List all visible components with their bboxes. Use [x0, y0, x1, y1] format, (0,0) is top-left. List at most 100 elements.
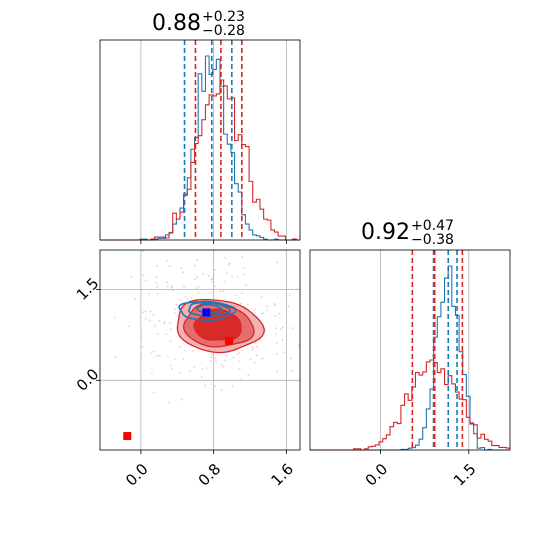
joint-sample-point	[150, 352, 152, 355]
joint-sample-point	[183, 285, 185, 288]
joint-sample-point	[157, 333, 159, 336]
joint-sample-point	[156, 286, 159, 288]
joint-sample-point	[200, 376, 203, 379]
joint-sample-point	[251, 348, 254, 351]
joint-blue-contour-outer	[178, 300, 237, 322]
joint-sample-point	[113, 316, 116, 319]
joint-sample-point	[288, 294, 291, 296]
joint-sample-point	[182, 271, 185, 273]
joint-sample-point	[170, 286, 173, 289]
joint-sample-point	[173, 358, 176, 361]
joint-sample-point	[281, 326, 284, 329]
hist2-blue-series	[310, 265, 510, 451]
joint-sample-point	[214, 385, 217, 388]
joint-sample-point	[193, 264, 196, 267]
hist2-red-series	[310, 359, 510, 451]
joint-sample-point	[184, 349, 186, 352]
joint-sample-point	[166, 259, 168, 262]
joint-sample-point	[253, 361, 256, 364]
joint-sample-point	[223, 280, 226, 283]
joint-sample-point	[201, 368, 204, 370]
joint-red-marker-1	[123, 432, 132, 441]
joint-sample-point	[209, 383, 212, 385]
joint-sample-point	[175, 303, 178, 306]
joint-sample-point	[280, 328, 282, 330]
joint-sample-point	[174, 312, 177, 315]
hist1-blue-series	[100, 55, 300, 241]
joint-sample-point	[191, 349, 194, 352]
joint-sample-point	[232, 356, 235, 359]
joint-sample-point	[211, 353, 214, 356]
joint-sample-point	[224, 359, 227, 362]
joint-sample-point	[231, 385, 234, 388]
param2-title: 0.92 +0.47 −0.38	[361, 219, 454, 247]
joint-sample-point	[171, 284, 173, 287]
joint-sample-point	[169, 328, 172, 331]
joint-sample-point	[179, 371, 182, 374]
joint-sample-point	[158, 354, 161, 357]
joint-sample-point	[151, 372, 153, 375]
joint-sample-point	[242, 267, 245, 270]
joint-sample-point	[144, 279, 147, 282]
joint-sample-point	[130, 276, 133, 278]
joint-sample-point	[255, 345, 258, 348]
joint-sample-point	[214, 357, 217, 360]
joint-sample-point	[292, 327, 294, 329]
joint-sample-point	[128, 325, 131, 328]
joint-sample-point	[244, 284, 247, 287]
joint-sample-point	[166, 355, 169, 358]
joint-sample-point	[274, 304, 276, 307]
joint-sample-point	[152, 350, 155, 353]
joint-sample-point	[193, 278, 196, 281]
joint-sample-point	[210, 278, 213, 281]
joint-sample-point	[238, 351, 241, 354]
joint-sample-point	[253, 312, 256, 314]
joint-sample-point	[276, 261, 279, 264]
joint-sample-point	[275, 341, 278, 344]
joint-sample-point	[156, 292, 159, 295]
joint-sample-point	[266, 309, 268, 312]
joint-sample-point	[180, 267, 183, 270]
joint-sample-point	[249, 358, 252, 361]
joint-sample-point	[238, 368, 241, 371]
joint-sample-point	[141, 345, 144, 348]
joint-sample-point	[158, 319, 161, 322]
param2-median: 0.92	[361, 220, 410, 245]
joint-sample-point	[255, 354, 258, 357]
joint-sample-point	[153, 325, 156, 328]
joint-y-tick-label: 1.5	[73, 274, 103, 304]
param1-lower-error: −0.28	[201, 23, 245, 39]
joint-sample-point	[260, 296, 263, 299]
joint-sample-point	[212, 291, 215, 294]
joint-sample-point	[187, 297, 189, 300]
joint-sample-point	[168, 401, 170, 404]
joint-sample-point	[225, 272, 228, 275]
joint-sample-point	[179, 346, 181, 348]
joint-sample-point	[156, 265, 158, 267]
joint-sample-point	[259, 338, 262, 341]
joint-sample-point	[140, 355, 142, 358]
joint-sample-point	[152, 391, 155, 394]
joint-sample-point	[275, 332, 278, 335]
joint-sample-point	[274, 315, 277, 317]
joint-sample-point	[155, 276, 158, 279]
joint-sample-point	[247, 374, 250, 377]
joint-sample-point	[140, 335, 143, 338]
hist2-tick-label: 0.0	[362, 460, 392, 490]
joint-sample-point	[142, 274, 145, 277]
joint-sample-point	[156, 354, 158, 357]
joint-sample-point	[241, 292, 244, 294]
joint-sample-point	[295, 288, 298, 291]
joint-sample-point	[144, 310, 147, 313]
joint-sample-point	[180, 398, 183, 401]
joint-sample-point	[210, 356, 213, 359]
joint-sample-point	[224, 256, 227, 259]
joint-x-tick-label: 0.8	[195, 460, 225, 490]
joint-sample-point	[239, 302, 242, 305]
joint-sample-point	[168, 265, 171, 268]
joint-sample-point	[214, 268, 216, 271]
joint-sample-point	[231, 276, 234, 278]
joint-y-tick-label: 0.0	[73, 365, 103, 395]
joint-sample-point	[163, 321, 165, 324]
